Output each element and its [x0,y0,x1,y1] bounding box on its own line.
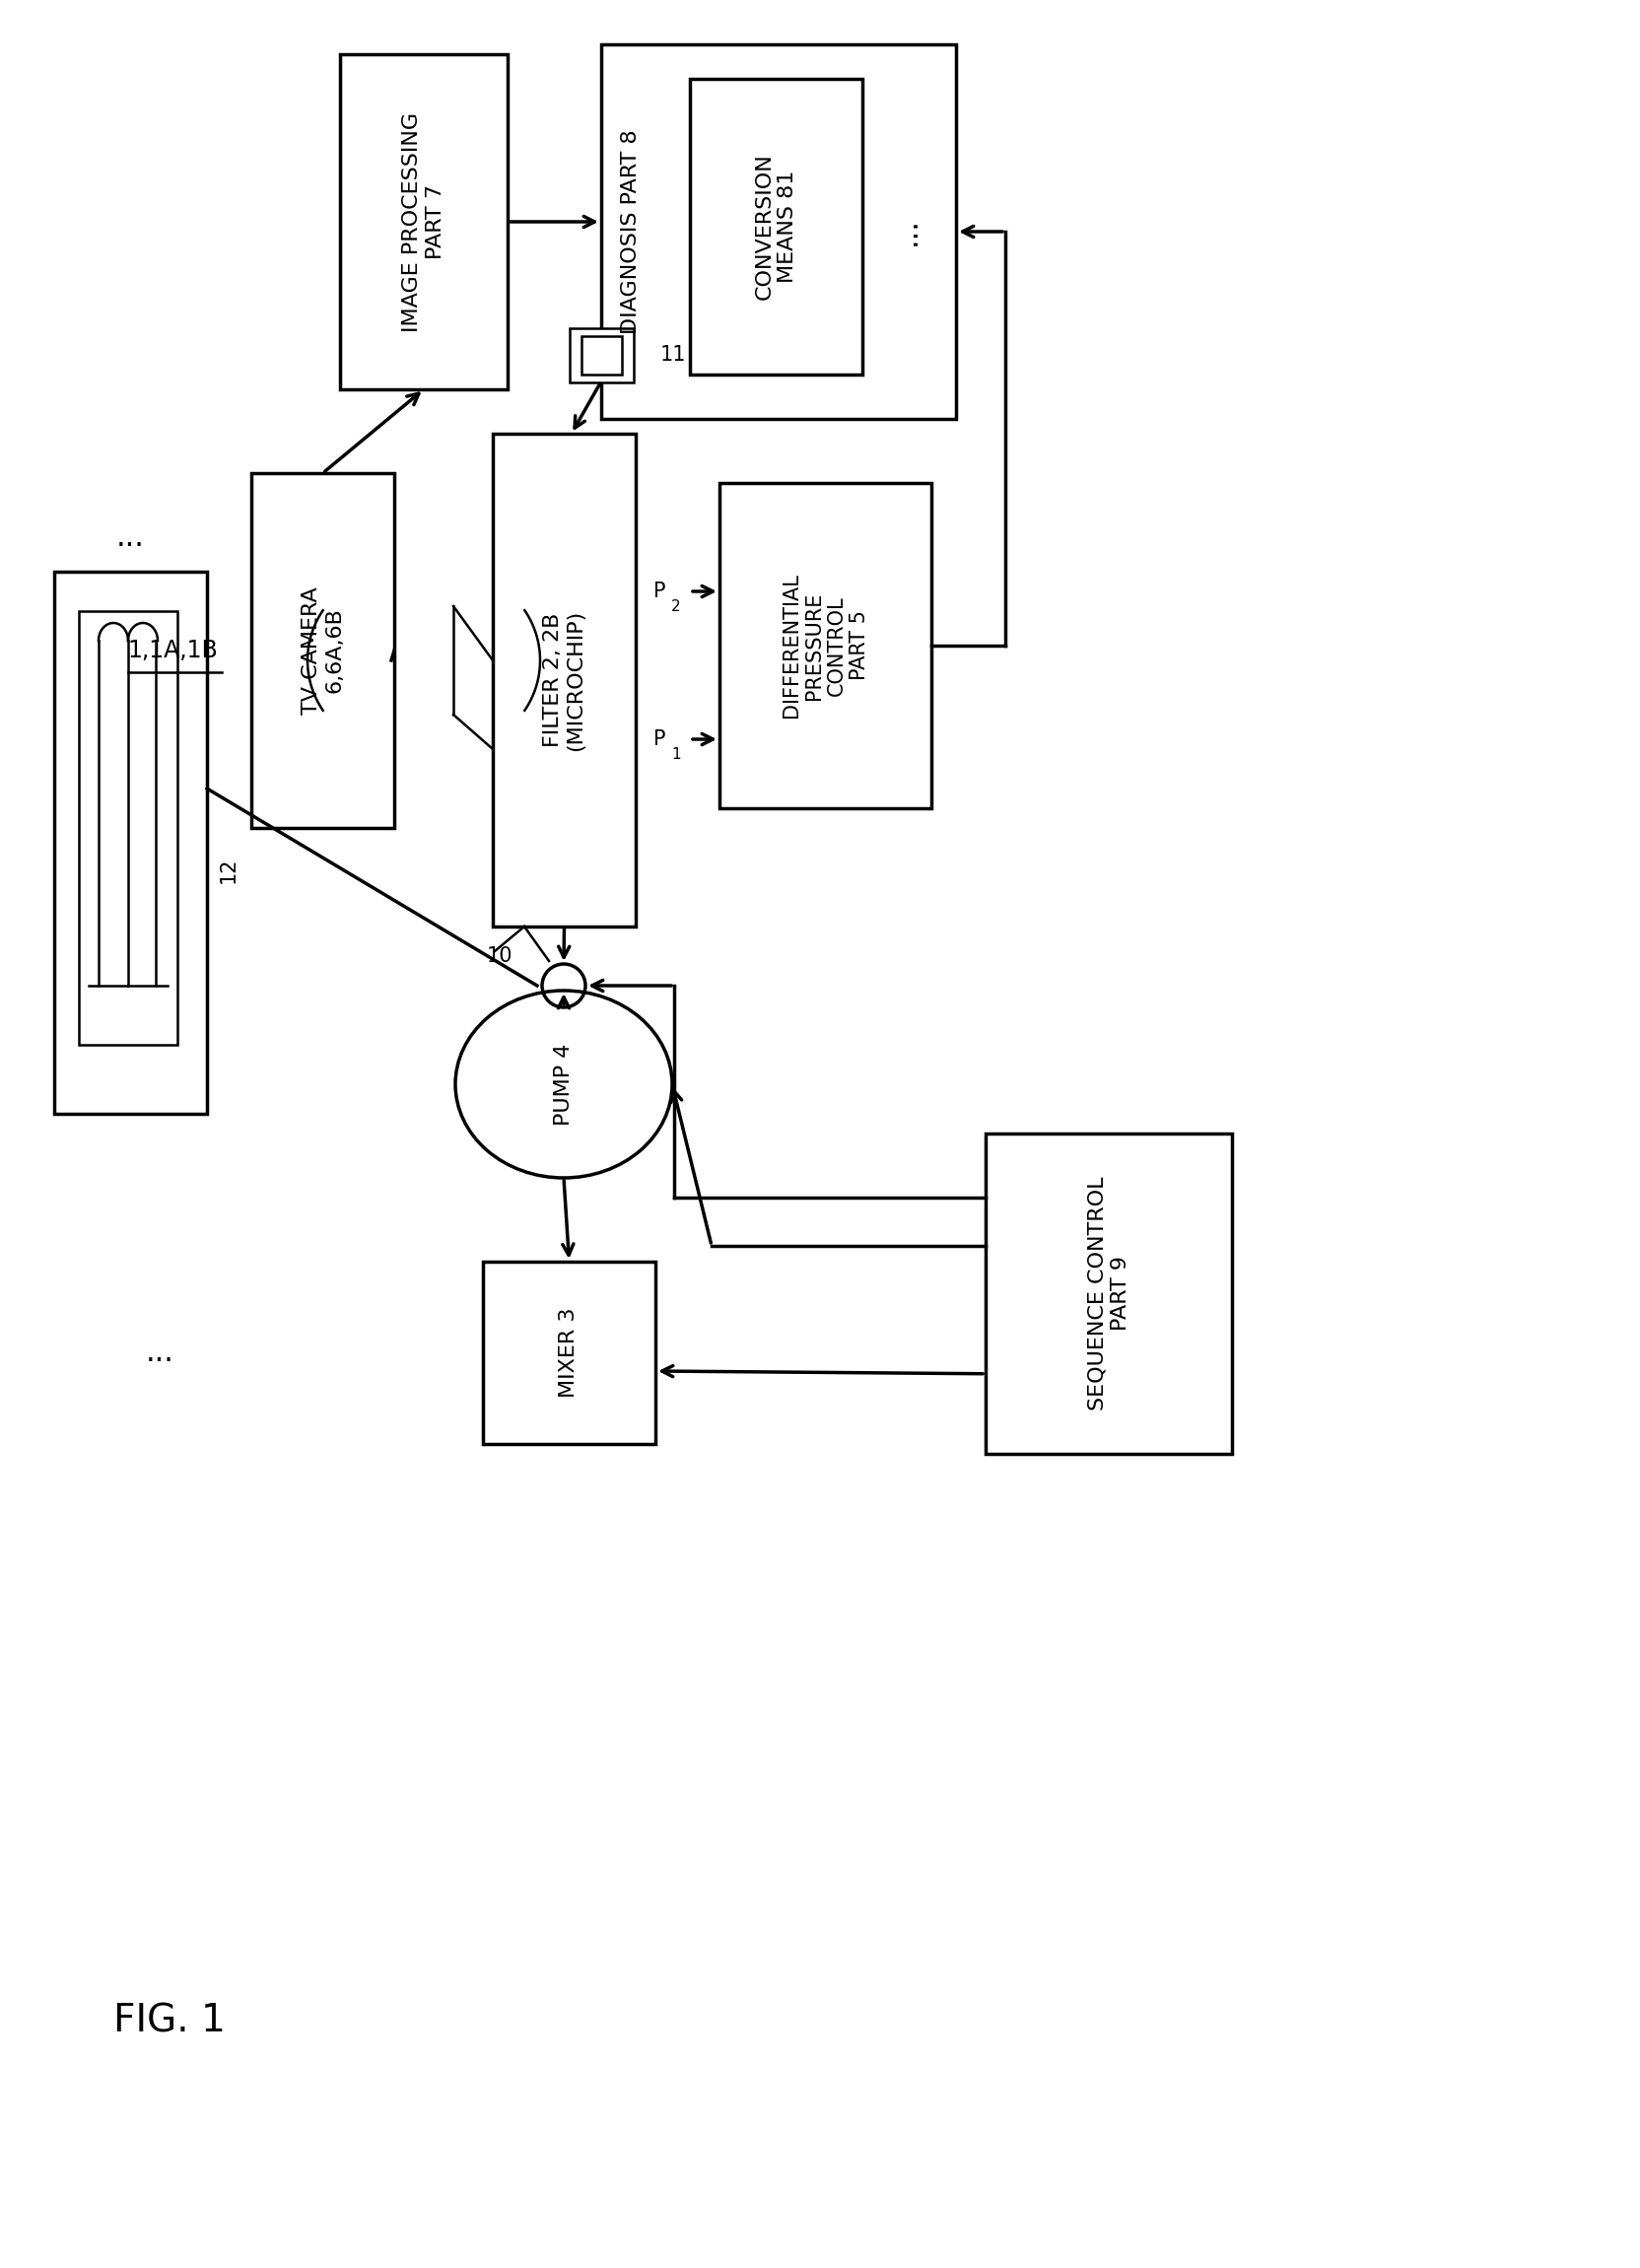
Bar [54,572,207,1114]
Text: 1: 1 [671,746,681,762]
Bar [986,1134,1232,1454]
Text: 12: 12 [218,857,238,882]
Text: ...: ... [892,218,920,245]
Text: 1,1A,1B: 1,1A,1B [128,640,218,662]
Text: ...: ... [146,1338,174,1368]
Text: CONVERSION
MEANS 81: CONVERSION MEANS 81 [754,154,797,299]
Bar [79,610,177,1046]
Text: FILTER 2, 2B
(MICROCHIP): FILTER 2, 2B (MICROCHIP) [543,610,585,751]
Text: TV CAMERA
6,6A,6B: TV CAMERA 6,6A,6B [302,587,344,714]
Bar [718,483,932,807]
Text: PUMP 4: PUMP 4 [554,1043,574,1125]
Bar [482,1261,654,1445]
Bar [339,54,507,390]
Bar [600,45,956,420]
Text: 2: 2 [671,599,681,615]
Bar [581,336,622,374]
Text: MIXER 3: MIXER 3 [559,1309,579,1397]
Text: ...: ... [116,524,144,551]
Bar [492,433,635,928]
Text: P: P [653,581,666,601]
Ellipse shape [454,991,672,1177]
Text: FIG. 1: FIG. 1 [113,2003,225,2039]
Bar [569,329,633,383]
Text: DIFFERENTIAL
PRESSURE
CONTROL
PART 5: DIFFERENTIAL PRESSURE CONTROL PART 5 [781,574,869,719]
Bar [251,474,394,828]
Text: 11: 11 [659,345,686,365]
Text: DIAGNOSIS PART 8: DIAGNOSIS PART 8 [620,129,640,333]
Text: 10: 10 [487,946,512,966]
Text: SEQUENCE CONTROL
PART 9: SEQUENCE CONTROL PART 9 [1087,1177,1130,1411]
Text: P: P [653,730,666,748]
Bar [689,79,863,374]
Text: IMAGE PROCESSING
PART 7: IMAGE PROCESSING PART 7 [402,111,444,331]
